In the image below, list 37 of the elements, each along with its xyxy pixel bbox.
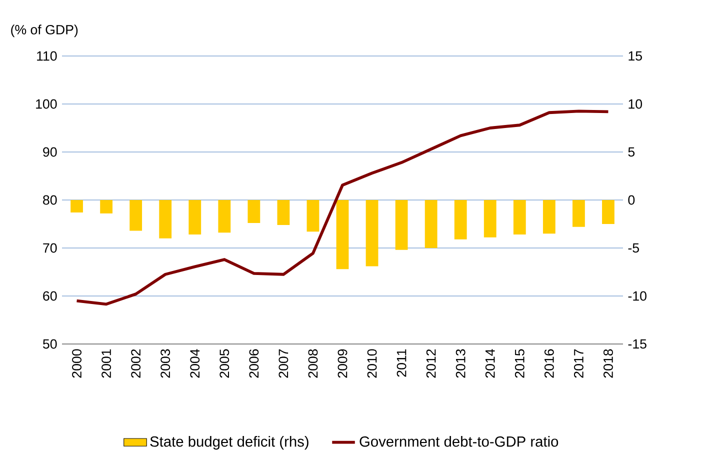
y-tick-label: 90 [43, 147, 57, 157]
y-tick-label: 80 [43, 195, 57, 205]
x-tick-label: 2014 [485, 349, 495, 378]
x-tick-label: 2002 [131, 349, 141, 378]
y-tick-label: 100 [36, 99, 57, 109]
x-tick-label: 2004 [190, 349, 200, 378]
x-tick-label: 2003 [160, 349, 170, 378]
y2-tick-label: -10 [628, 291, 646, 301]
x-tick-label: 2018 [604, 349, 613, 378]
x-tick-label: 2015 [514, 349, 524, 378]
x-tick-label: 2006 [249, 349, 259, 378]
x-tick-label: 2005 [220, 349, 230, 378]
x-tick-label: 2000 [72, 349, 82, 378]
x-tick-label: 2013 [456, 349, 466, 378]
x-tick-label: 2011 [396, 349, 406, 377]
y2-tick-label: 5 [628, 147, 635, 157]
x-tick-label: 2001 [102, 349, 112, 378]
y2-tick-label: 10 [628, 99, 642, 109]
legend-label: State budget deficit (rhs) [150, 436, 308, 450]
y2-tick-label: 0 [628, 195, 635, 205]
legend-label: Government debt-to-GDP ratio [360, 436, 558, 447]
y2-tick-label: -15 [628, 339, 646, 349]
x-tick-label: 2010 [367, 349, 377, 378]
y-axis-title: (% of GDP) [11, 24, 78, 38]
x-tick-label: 2008 [308, 349, 318, 378]
y-tick-label: 50 [43, 339, 57, 349]
y2-tick-label: -5 [628, 243, 640, 253]
x-tick-label: 2017 [574, 349, 584, 378]
x-tick-label: 2016 [544, 349, 554, 378]
x-tick-label: 2012 [426, 349, 436, 378]
x-tick-label: 2007 [278, 349, 288, 378]
line-series [75, 110, 610, 306]
y2-tick-label: 15 [628, 51, 642, 61]
y-tick-label: 70 [43, 243, 57, 253]
y-tick-label: 110 [37, 51, 57, 61]
y-tick-label: 60 [43, 291, 57, 301]
x-tick-label: 2009 [338, 349, 348, 378]
